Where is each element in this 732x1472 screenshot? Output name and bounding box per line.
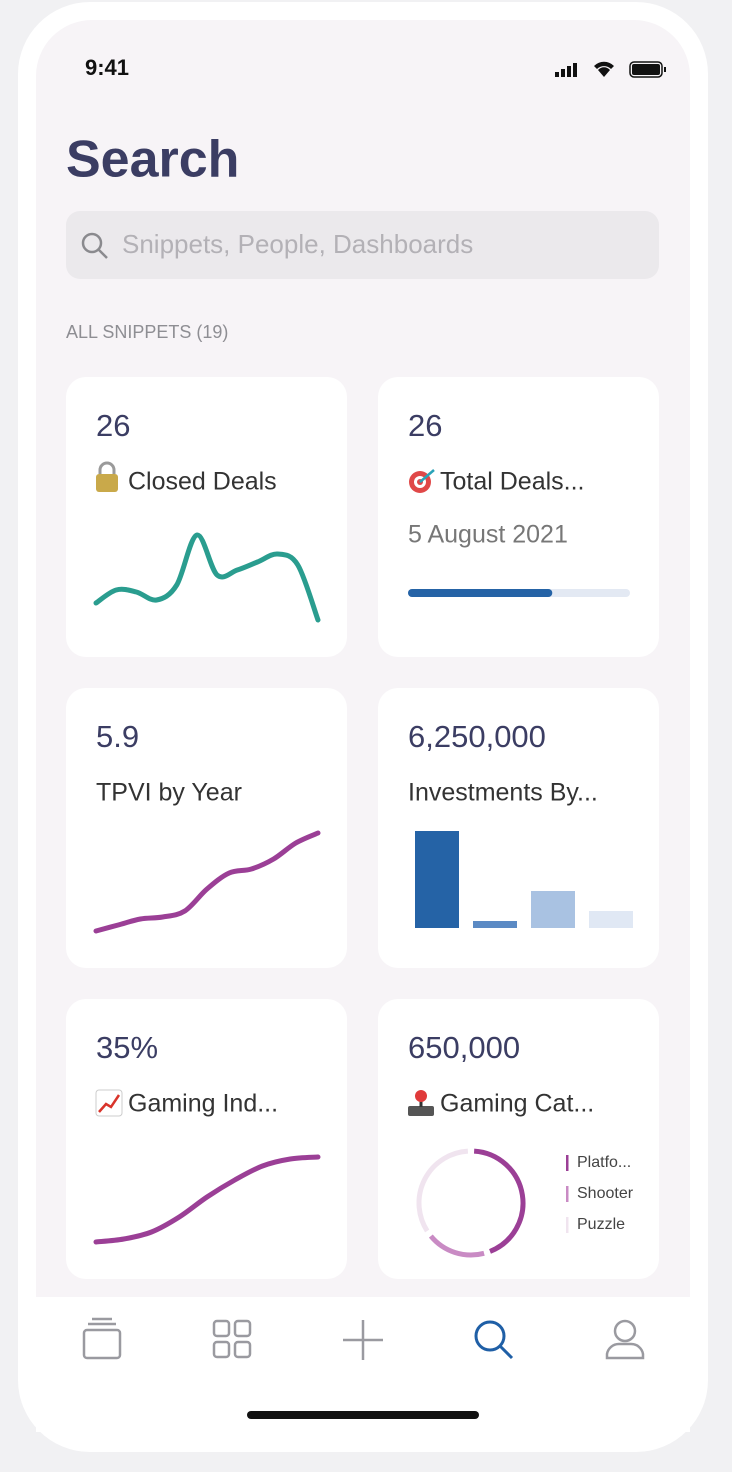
bar <box>531 891 575 928</box>
card-value: 6,250,000 <box>408 719 546 754</box>
tab-search[interactable] <box>474 1320 514 1360</box>
sparkline <box>93 1154 321 1245</box>
card-background <box>66 377 347 657</box>
sparkline <box>93 532 321 623</box>
icon-chart <box>98 1094 121 1113</box>
snippet-card[interactable]: 650,000 Gaming Cat... Platfo... Shooter Puzz… <box>378 999 659 1279</box>
legend-swatch <box>566 1217 569 1233</box>
tab-icons <box>82 1317 645 1360</box>
donut-segment <box>428 1234 485 1258</box>
icon-target <box>419 469 435 483</box>
card-title: TPVI by Year <box>96 779 242 807</box>
progress-fill <box>408 589 553 597</box>
legend-label: Platfo... <box>577 1154 631 1171</box>
donut-segment <box>473 1148 526 1254</box>
search-bar[interactable]: Snippets, People, Dashboards <box>66 211 659 279</box>
snippet-card[interactable]: 5.9 TPVI by Year <box>66 688 347 968</box>
search-icon <box>81 232 103 254</box>
icon-lock <box>98 461 116 474</box>
legend-label: Puzzle <box>577 1216 625 1233</box>
card-title: Gaming Cat... <box>440 1090 594 1118</box>
icon-joystick <box>415 1090 427 1102</box>
card-title: Gaming Ind... <box>128 1090 278 1118</box>
snippet-card[interactable]: 26 Closed Deals <box>66 377 347 657</box>
legend-label: Shooter <box>577 1185 634 1202</box>
tab-dashboards[interactable] <box>212 1319 252 1359</box>
card-background <box>66 999 347 1279</box>
icon-lock <box>96 474 118 492</box>
card-background <box>378 999 659 1279</box>
status-icons <box>555 61 666 78</box>
legend-swatch <box>566 1155 569 1171</box>
search-icon <box>98 249 108 259</box>
search-placeholder: Snippets, People, Dashboards <box>122 229 473 259</box>
section-label: ALL SNIPPETS (19) <box>66 322 228 342</box>
icon-joystick <box>408 1106 434 1116</box>
donut-segment <box>416 1148 469 1233</box>
bar <box>415 831 459 928</box>
card-value: 26 <box>408 408 442 443</box>
card-background <box>378 377 659 657</box>
tab-profile[interactable] <box>605 1319 645 1360</box>
bar <box>473 921 517 928</box>
status-time: 9:41 <box>85 55 129 80</box>
tab-bar <box>36 1297 690 1432</box>
search-field[interactable] <box>66 211 659 279</box>
card-title: Total Deals... <box>440 468 585 496</box>
card-subtitle: 5 August 2021 <box>408 521 568 549</box>
tab-snippets[interactable] <box>82 1317 122 1360</box>
card-title: Closed Deals <box>128 468 277 496</box>
bar <box>589 911 633 928</box>
card-value: 5.9 <box>96 719 139 754</box>
tab-add[interactable] <box>343 1320 383 1360</box>
card-background <box>66 688 347 968</box>
home-indicator <box>247 1411 479 1419</box>
card-value: 35% <box>96 1030 158 1065</box>
cards: 26 Closed Deals 26 Total Deals... 5 August 2… <box>66 377 659 1279</box>
snippet-card[interactable]: 6,250,000 Investments By... <box>378 688 659 968</box>
page-title: Search <box>66 131 239 189</box>
card-title: Investments By... <box>408 779 598 807</box>
card-value: 650,000 <box>408 1030 520 1065</box>
snippet-card[interactable]: 35% Gaming Ind... <box>66 999 347 1279</box>
card-value: 26 <box>96 408 130 443</box>
snippet-card[interactable]: 26 Total Deals... 5 August 2021 <box>378 377 659 657</box>
legend-swatch <box>566 1186 569 1202</box>
sparkline <box>93 830 321 934</box>
